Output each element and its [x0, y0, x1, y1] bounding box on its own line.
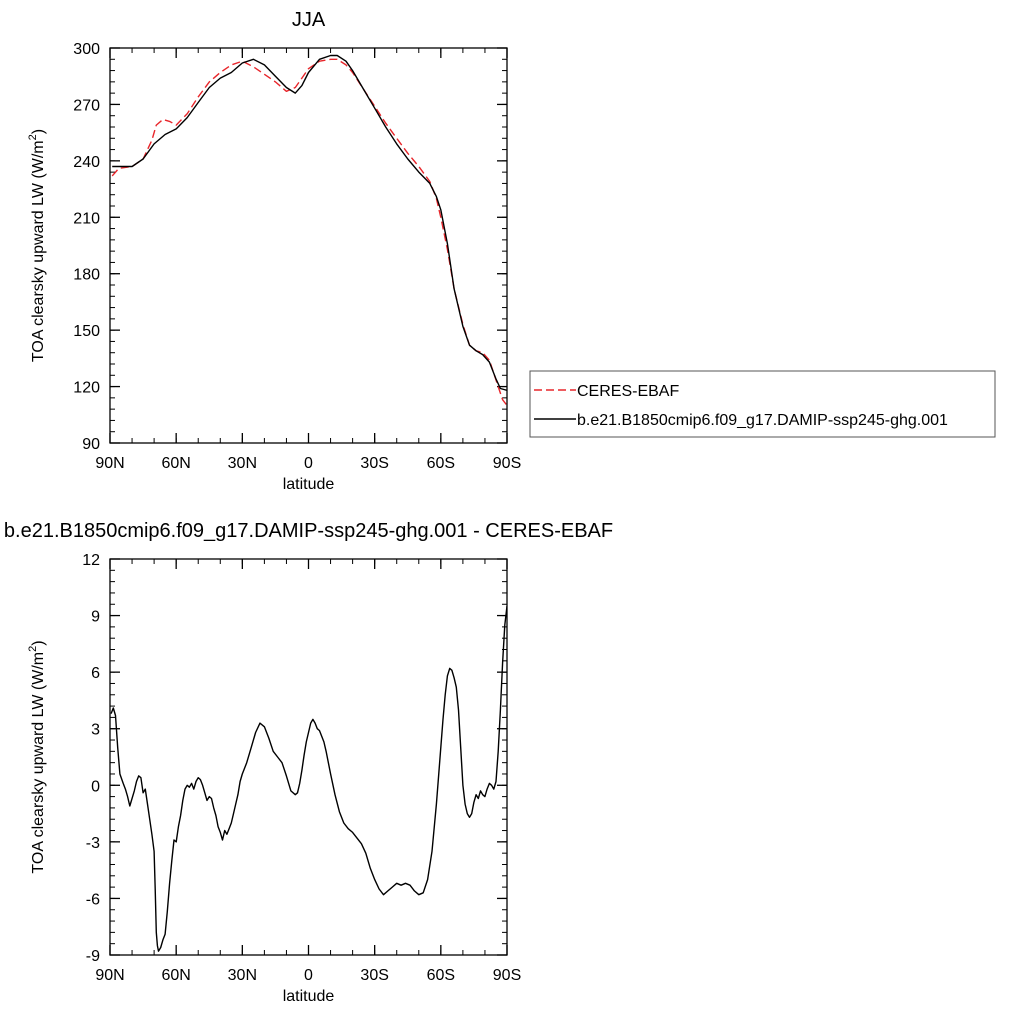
x-tick-label: 90N [95, 455, 124, 472]
y-tick-label: 12 [82, 552, 100, 569]
y-tick-label: 180 [73, 267, 100, 284]
y-tick-label: -9 [86, 948, 100, 965]
x-tick-label: 30N [228, 455, 257, 472]
legend-box [529, 370, 996, 438]
legend-label-0: CERES-EBAF [577, 383, 679, 400]
plot-frame [109, 558, 508, 956]
y-axis-label: TOA clearsky upward LW (W/m2) [27, 129, 47, 362]
x-tick-label: 90N [95, 967, 124, 984]
x-tick-label: 0 [304, 455, 313, 472]
x-tick-label: 60S [427, 455, 455, 472]
x-tick-label: 90S [493, 967, 521, 984]
series-line-1 [112, 54, 507, 391]
y-tick-label: 90 [82, 436, 100, 453]
y-tick-label: 0 [91, 778, 100, 795]
y-axis-label-superscript: 2 [27, 646, 39, 652]
y-axis-label-end: ) [30, 640, 47, 645]
y-axis-label-main: TOA clearsky upward LW (W/m [30, 652, 47, 874]
y-tick-label: -3 [86, 835, 100, 852]
y-tick-label: 270 [73, 97, 100, 114]
bottom-panel: b.e21.B1850cmip6.f09_g17.DAMIP-ssp245-gh… [4, 520, 613, 1005]
x-tick-label: 60N [161, 455, 190, 472]
x-tick-label: 60N [161, 967, 190, 984]
chart-title: b.e21.B1850cmip6.f09_g17.DAMIP-ssp245-gh… [4, 520, 613, 542]
series-line-0 [111, 58, 507, 406]
top-panel: JJA 90N 60N 30N 0 30S 60S 90S 90 120 150 180 210 240 2… [27, 9, 996, 493]
y-tick-label: 9 [91, 609, 100, 626]
legend: CERES-EBAF b.e21.B1850cmip6.f09_g17.DAMIP… [529, 370, 996, 438]
y-tick-label: 240 [73, 154, 100, 171]
legend-label-1: b.e21.B1850cmip6.f09_g17.DAMIP-ssp245-gh… [577, 412, 948, 429]
x-tick-label: 30S [360, 455, 388, 472]
y-tick-label: 3 [91, 722, 100, 739]
x-axis-label: latitude [283, 476, 335, 493]
y-tick-label: 120 [73, 380, 100, 397]
y-tick-label: -6 [86, 891, 100, 908]
plot-frame [109, 47, 508, 444]
y-axis-label-main: TOA clearsky upward LW (W/m [30, 140, 47, 362]
chart-title: JJA [292, 9, 326, 31]
y-tick-label: 300 [73, 41, 100, 58]
y-axis-label-end: ) [30, 129, 47, 134]
y-tick-label: 150 [73, 323, 100, 340]
x-axis-label: latitude [283, 988, 335, 1005]
series-line-0 [110, 606, 507, 952]
x-tick-label: 90S [493, 455, 521, 472]
x-tick-label: 60S [427, 967, 455, 984]
y-tick-label: 6 [91, 665, 100, 682]
y-axis-label-superscript: 2 [27, 134, 39, 140]
x-tick-label: 30S [360, 967, 388, 984]
y-axis-label: TOA clearsky upward LW (W/m2) [27, 640, 47, 873]
x-tick-label: 30N [228, 967, 257, 984]
x-tick-label: 0 [304, 967, 313, 984]
y-tick-label: 210 [73, 210, 100, 227]
